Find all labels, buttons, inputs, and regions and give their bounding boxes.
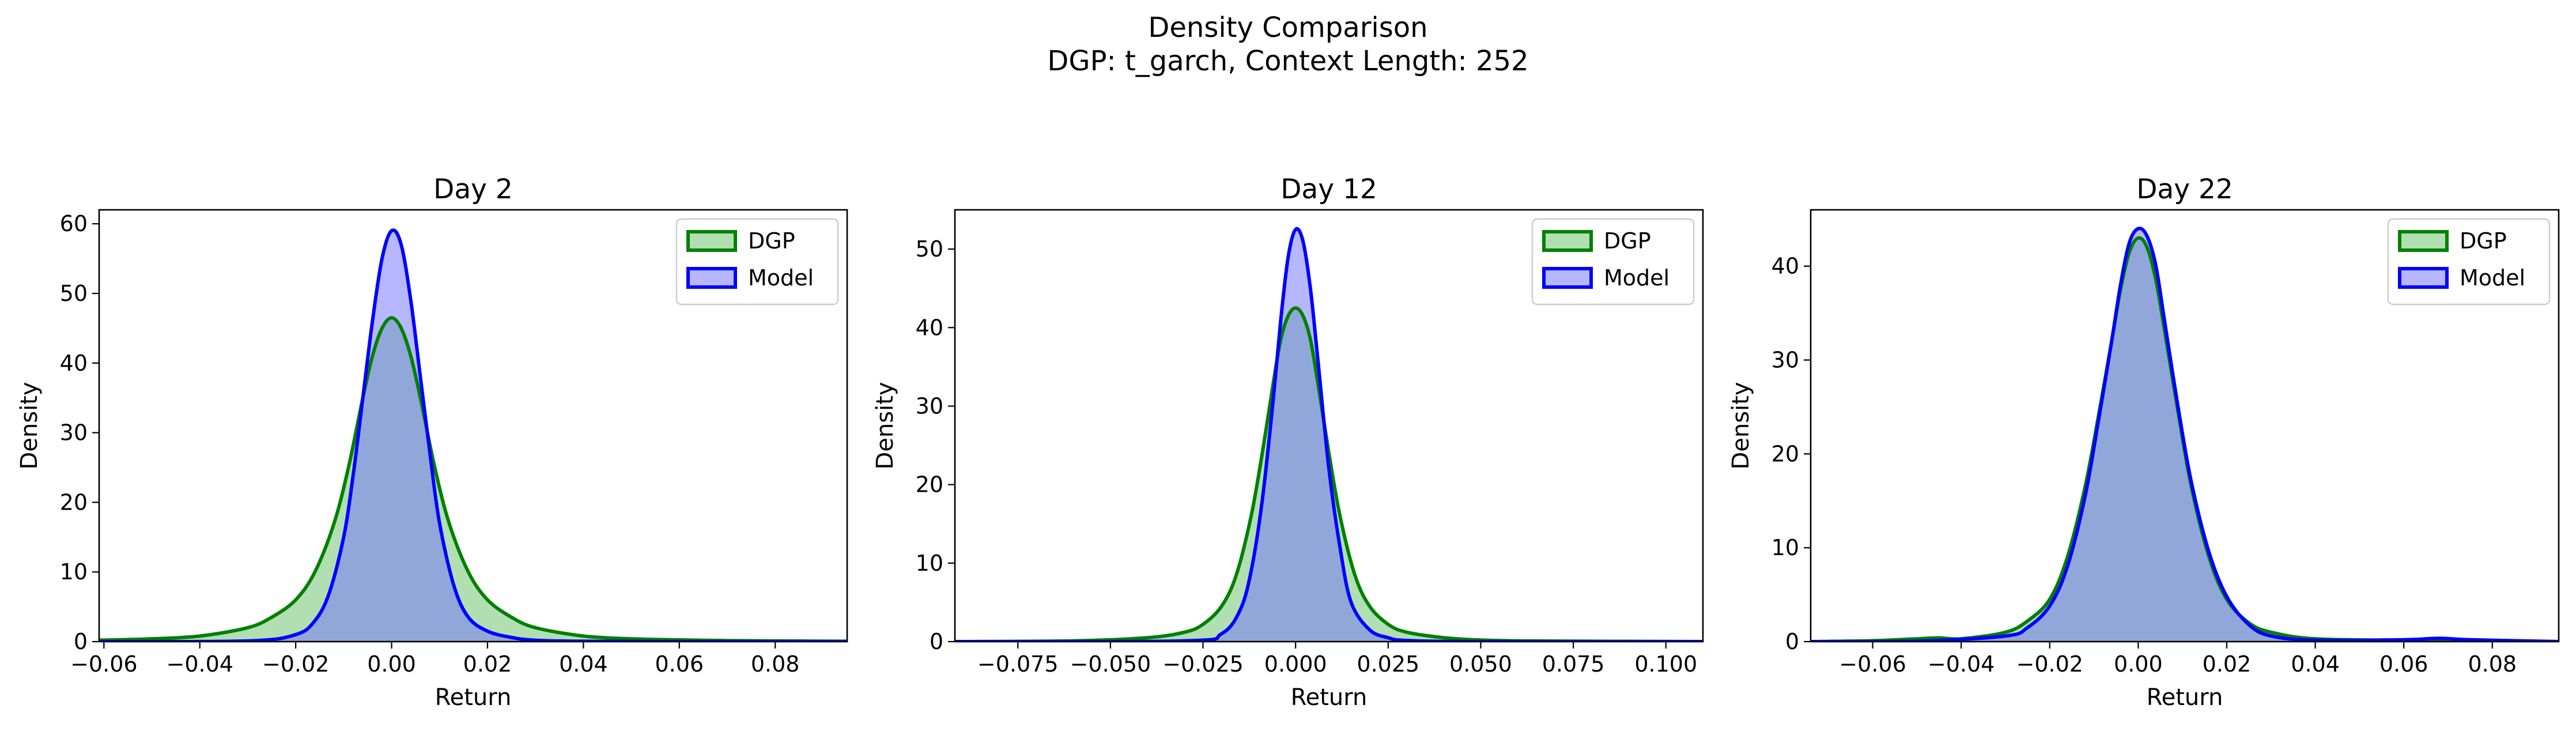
legend-label-dgp: DGP — [1604, 228, 1651, 254]
x-tick-label: 0.050 — [1449, 651, 1512, 677]
x-tick-label: −0.02 — [2016, 651, 2083, 677]
panel-day-12: −0.075 −0.050 −0.025 0.000 0.025 0.050 0.075 0.… — [872, 174, 1704, 711]
panel-day-22: −0.06 −0.04 −0.02 0.00 0.02 0.04 0.06 0.08 0 10 20… — [1728, 174, 2560, 711]
y-tick-label: 30 — [1772, 348, 1799, 373]
y-axis-label: Density — [872, 382, 898, 469]
x-tick-label: −0.06 — [70, 651, 137, 677]
panel-day-2: −0.06 −0.04 −0.02 0.00 0.02 0.04 0.06 0.08 0 10 20… — [16, 174, 848, 711]
y-tick-label: 40 — [1772, 254, 1799, 279]
line-dgp — [1811, 236, 2559, 642]
plot-area — [955, 227, 1703, 642]
legend: DGP Model — [2387, 218, 2551, 306]
legend-label-model: Model — [2460, 265, 2525, 291]
y-tick-label: 30 — [60, 420, 88, 446]
legend: DGP Model — [1531, 218, 1695, 306]
area-model — [1811, 228, 2559, 642]
x-tick-label: 0.100 — [1634, 651, 1697, 677]
line-model — [1811, 227, 2559, 642]
y-tick-label: 20 — [60, 489, 88, 515]
x-tick-label: 0.06 — [655, 651, 704, 677]
line-dgp — [99, 316, 847, 642]
x-tick-label: 0.000 — [1264, 651, 1327, 677]
x-tick-label: −0.06 — [1839, 651, 1906, 677]
y-tick-label: 0 — [1785, 629, 1799, 654]
axes-frame — [954, 209, 1704, 643]
x-tick-label: −0.025 — [1162, 651, 1244, 677]
y-axis-label: Density — [1728, 382, 1754, 469]
area-model — [955, 228, 1703, 642]
x-tick-label: 0.00 — [2114, 651, 2163, 677]
x-tick-label: 0.075 — [1542, 651, 1605, 677]
panel-title: Day 22 — [2136, 174, 2233, 205]
legend-label-model: Model — [1604, 265, 1670, 291]
plot-area — [99, 228, 847, 642]
area-dgp — [99, 318, 847, 642]
x-axis-label: Return — [2147, 684, 2223, 711]
y-tick-label: 20 — [916, 472, 943, 497]
y-tick-label: 30 — [916, 393, 943, 419]
y-tick-label: 10 — [1772, 535, 1799, 560]
y-tick-label: 40 — [916, 315, 943, 340]
y-tick-label: 50 — [60, 281, 88, 306]
y-axis-label: Density — [16, 382, 43, 469]
line-dgp — [955, 306, 1703, 642]
legend-swatch-dgp — [2398, 230, 2449, 252]
axes-frame — [98, 209, 848, 643]
figure-title: Density Comparison — [1148, 12, 1427, 44]
y-tick-label: 50 — [916, 236, 943, 262]
x-axis-label: Return — [1291, 684, 1368, 711]
y-tick-label: 60 — [60, 211, 88, 236]
x-tick-label: −0.050 — [1070, 651, 1151, 677]
legend-swatch-model — [2398, 267, 2449, 289]
legend-swatch-model — [1542, 267, 1593, 289]
x-tick-label: −0.04 — [1928, 651, 1995, 677]
legend-label-dgp: DGP — [748, 228, 795, 254]
x-tick-label: 0.08 — [751, 651, 800, 677]
x-tick-label: −0.075 — [977, 651, 1059, 677]
figure-subtitle: DGP: t_garch, Context Length: 252 — [1047, 45, 1528, 77]
x-tick-label: 0.025 — [1357, 651, 1419, 677]
legend-swatch-model — [686, 267, 737, 289]
x-tick-label: 0.00 — [367, 651, 416, 677]
y-tick-label: 40 — [60, 350, 88, 376]
x-tick-label: 0.06 — [2379, 651, 2428, 677]
axes-frame — [1810, 209, 2560, 643]
y-tick-label: 0 — [74, 629, 88, 654]
x-tick-label: 0.02 — [2203, 651, 2252, 677]
line-model — [99, 228, 847, 642]
legend-swatch-dgp — [686, 230, 737, 252]
legend: DGP Model — [675, 218, 839, 306]
panel-title: Day 12 — [1281, 174, 1377, 205]
y-tick-label: 10 — [60, 559, 88, 585]
x-tick-label: 0.08 — [2468, 651, 2517, 677]
legend-label-dgp: DGP — [2460, 228, 2507, 254]
plot-area — [1811, 227, 2559, 642]
y-tick-label: 10 — [916, 551, 943, 576]
line-model — [955, 227, 1703, 642]
x-tick-label: 0.04 — [559, 651, 608, 677]
x-tick-label: 0.02 — [463, 651, 512, 677]
y-tick-label: 20 — [1772, 441, 1799, 466]
x-axis-label: Return — [435, 684, 512, 711]
x-tick-label: −0.02 — [262, 651, 329, 677]
x-tick-label: 0.04 — [2291, 651, 2340, 677]
x-tick-label: −0.04 — [167, 651, 233, 677]
y-tick-label: 0 — [930, 629, 943, 654]
legend-label-model: Model — [748, 265, 814, 291]
legend-swatch-dgp — [1542, 230, 1593, 252]
panel-title: Day 2 — [433, 174, 513, 205]
